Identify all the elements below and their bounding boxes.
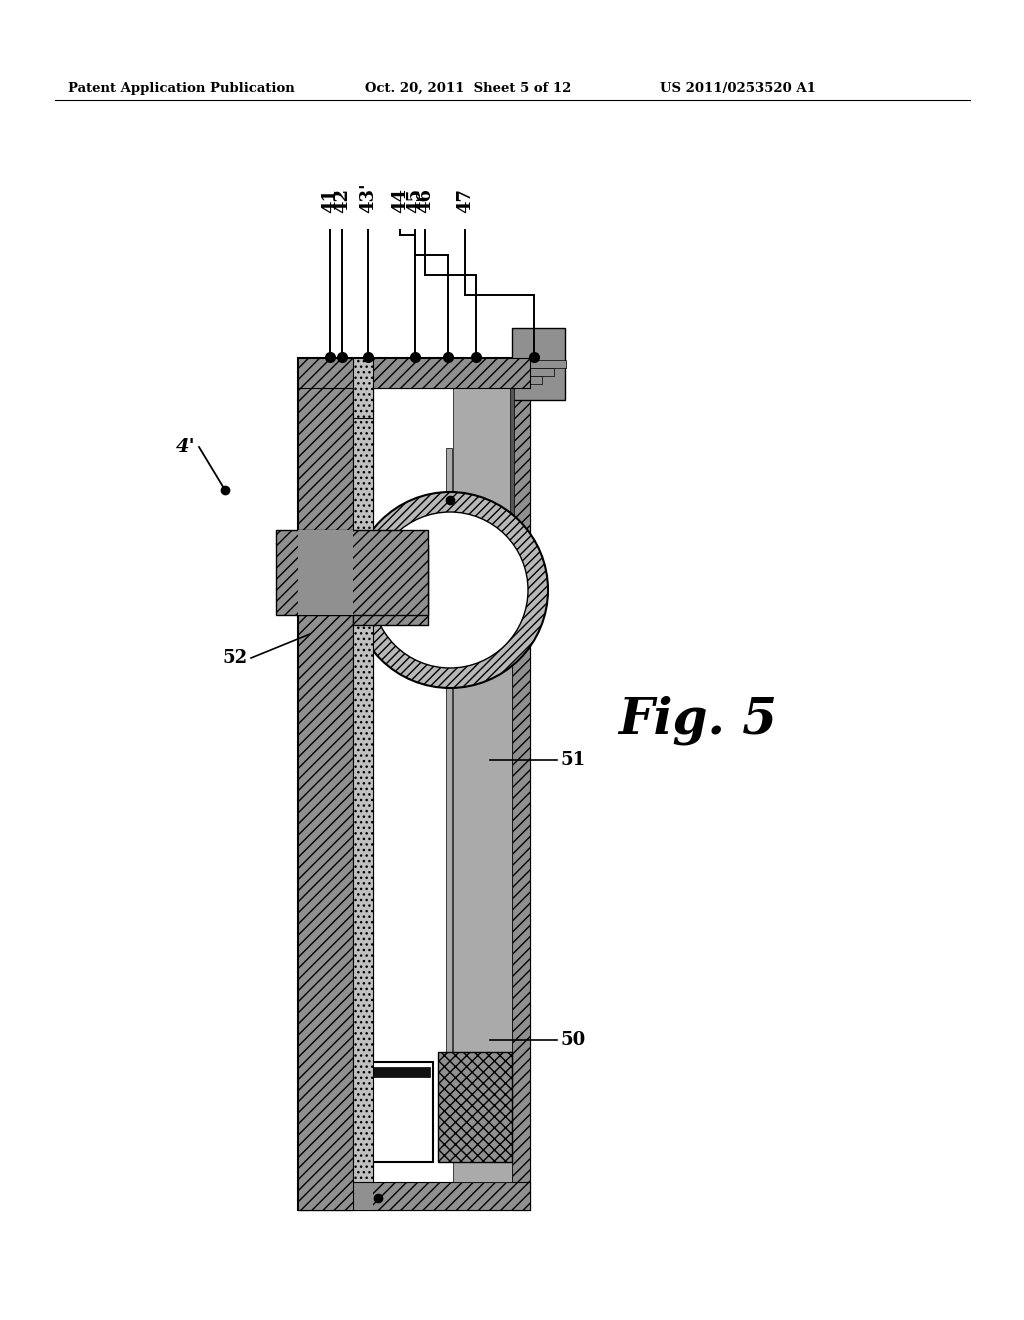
Bar: [373, 381, 512, 388]
Bar: [453, 388, 512, 1181]
Text: 42: 42: [333, 187, 351, 213]
Bar: [373, 358, 512, 364]
Text: 51: 51: [560, 751, 585, 770]
Bar: [353, 358, 373, 418]
Text: 47: 47: [456, 187, 474, 213]
Bar: [373, 358, 512, 364]
Bar: [276, 531, 428, 615]
Text: 50: 50: [560, 1031, 586, 1049]
Bar: [373, 370, 512, 375]
Bar: [446, 447, 452, 1052]
Text: 44: 44: [391, 187, 409, 213]
Text: 46: 46: [416, 187, 434, 213]
Bar: [438, 1052, 512, 1162]
Text: Patent Application Publication: Patent Application Publication: [68, 82, 295, 95]
Bar: [373, 375, 512, 381]
Bar: [298, 358, 530, 388]
Bar: [373, 381, 512, 388]
Bar: [373, 388, 512, 1181]
Text: 45: 45: [406, 187, 424, 213]
Text: 4': 4': [176, 438, 196, 455]
Circle shape: [352, 492, 548, 688]
Bar: [351, 1067, 430, 1077]
Bar: [373, 364, 512, 370]
Text: 43': 43': [359, 182, 377, 213]
Bar: [510, 360, 566, 368]
Bar: [373, 364, 512, 370]
Circle shape: [372, 512, 528, 668]
Bar: [512, 327, 565, 400]
Bar: [373, 375, 512, 381]
Bar: [353, 545, 428, 624]
Bar: [298, 358, 530, 1210]
Bar: [298, 358, 353, 1210]
Bar: [298, 358, 353, 1210]
Bar: [298, 1181, 530, 1210]
Bar: [348, 1063, 433, 1162]
Bar: [298, 531, 353, 615]
Text: US 2011/0253520 A1: US 2011/0253520 A1: [660, 82, 816, 95]
Bar: [512, 358, 530, 1210]
Bar: [510, 388, 514, 568]
Text: Fig. 5: Fig. 5: [618, 696, 777, 744]
Bar: [298, 358, 530, 388]
Bar: [373, 370, 512, 375]
Bar: [353, 358, 373, 1181]
Text: 41: 41: [321, 187, 339, 213]
Text: 52: 52: [223, 649, 248, 667]
Text: Oct. 20, 2011  Sheet 5 of 12: Oct. 20, 2011 Sheet 5 of 12: [365, 82, 571, 95]
Bar: [510, 376, 542, 384]
Bar: [510, 368, 554, 376]
Bar: [353, 358, 373, 1181]
Bar: [298, 358, 373, 1210]
